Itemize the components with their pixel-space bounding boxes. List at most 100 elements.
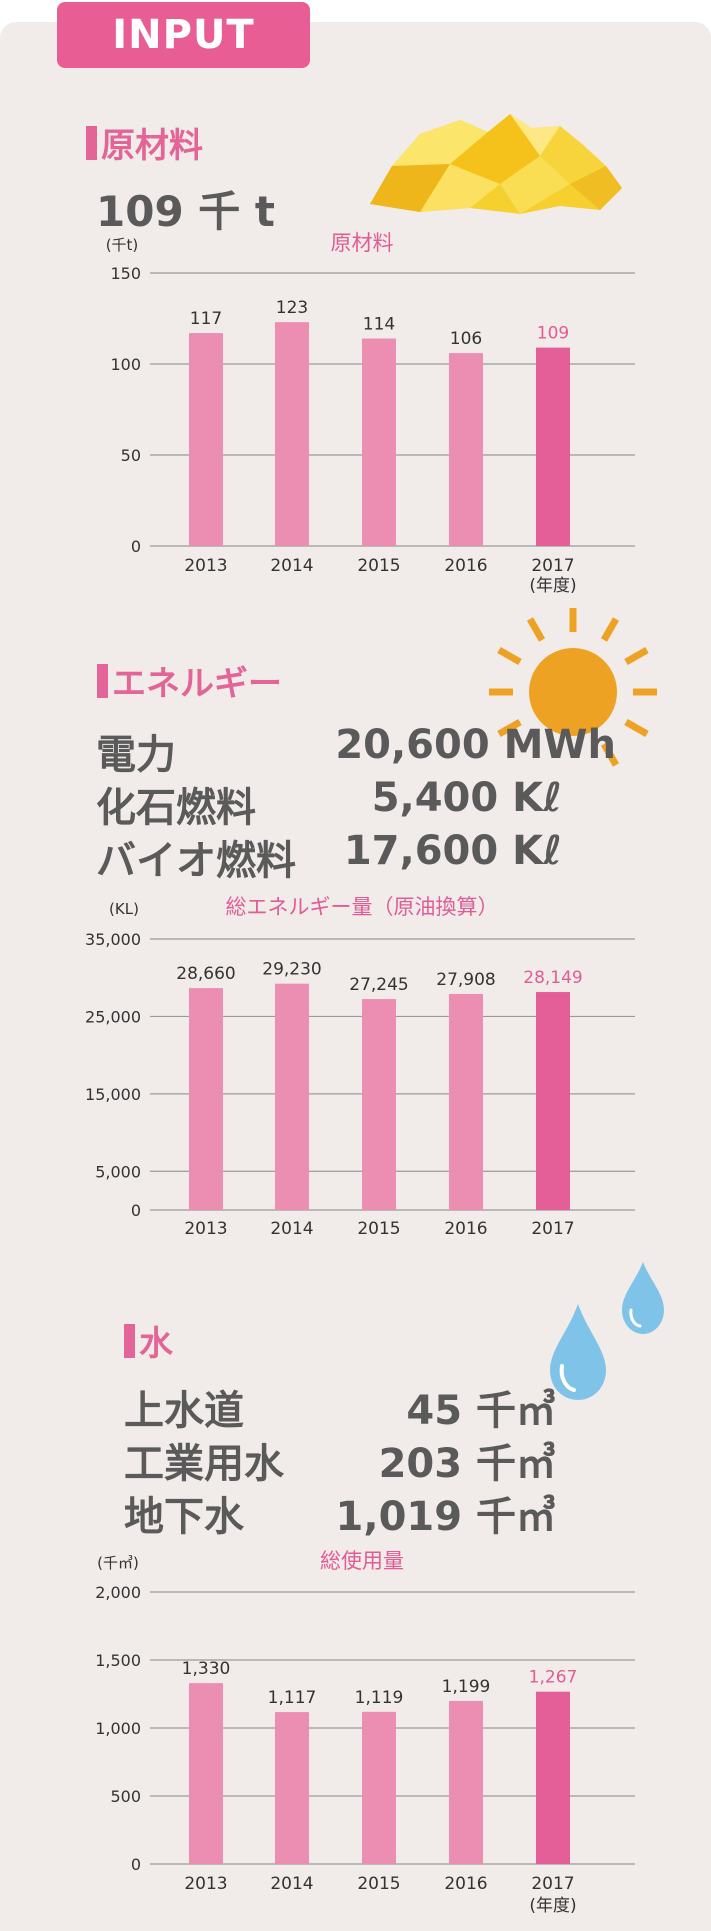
bar-value-label: 27,908 [436, 970, 495, 990]
water-drop-icon [550, 1304, 606, 1400]
bar [536, 347, 570, 546]
bar-value-label: 1,199 [442, 1677, 491, 1697]
water-chart: (千㎥) 総使用量 0 500 1,000 1,500 2,000 1,330 2013 1,11… [95, 1549, 635, 1916]
water-row-label: 地下水 [124, 1494, 244, 1540]
axis-unit-label: (KL) [109, 900, 139, 918]
y-tick-label: 500 [110, 1787, 141, 1806]
raw-material-heading-text: 原材料 [101, 126, 203, 166]
x-tick-label: 2015 [357, 556, 400, 576]
chart-title: 総エネルギー量（原油換算） [226, 895, 499, 919]
x-tick-label: 2015 [357, 1874, 400, 1894]
y-tick-label: 2,000 [95, 1583, 141, 1602]
axis-unit-label: (千㎥) [97, 1554, 139, 1572]
x-tick-label: 2014 [270, 556, 313, 576]
x-tick-label: 2014 [270, 1874, 313, 1894]
bar [449, 353, 483, 546]
x-tick-label: 2014 [270, 1219, 313, 1239]
y-tick-label: 1,000 [95, 1719, 141, 1738]
water-row-value: 45 千㎥ [406, 1388, 556, 1434]
bar-value-label: 117 [190, 309, 222, 329]
y-tick-label: 50 [121, 446, 141, 465]
bar [275, 1712, 309, 1864]
bar [449, 1700, 483, 1864]
heading-marker [86, 125, 97, 160]
x-tick-label: 2013 [184, 1874, 227, 1894]
bar-value-label: 106 [450, 329, 482, 349]
y-tick-label: 0 [131, 1855, 141, 1874]
energy-heading-text: エネルギー [112, 664, 282, 704]
x-tick-label: 2016 [444, 556, 487, 576]
y-tick-label: 0 [131, 1201, 141, 1220]
bar-value-label: 123 [276, 298, 308, 318]
x-tick-label: 2016 [444, 1219, 487, 1239]
bar-value-label: 28,660 [176, 964, 235, 984]
energy-row-label: 化石燃料 [96, 785, 256, 831]
y-tick-label: 35,000 [85, 930, 141, 949]
energy-row-value: 5,400 Kℓ [371, 775, 562, 821]
chart-title: 総使用量 [320, 1549, 404, 1573]
water-row: 工業用水 203 千㎥ [124, 1431, 556, 1487]
water-row: 地下水 1,019 千㎥ [124, 1484, 556, 1540]
heading-marker [97, 663, 108, 698]
bar [362, 338, 396, 546]
sun-icon [489, 608, 657, 767]
energy-heading: エネルギー [97, 656, 282, 705]
bar [189, 333, 223, 546]
bar [449, 993, 483, 1210]
bar [362, 999, 396, 1210]
bar [362, 1711, 396, 1864]
bar [275, 983, 309, 1210]
bar-value-label: 109 [537, 324, 569, 344]
x-tick-label: 2013 [184, 1219, 227, 1239]
bar-value-label: 114 [363, 315, 395, 335]
bar [189, 988, 223, 1210]
bar-value-label: 28,149 [523, 968, 582, 988]
y-tick-label: 5,000 [95, 1162, 141, 1181]
x-axis-note: (年度) [529, 576, 576, 596]
energy-row-value: 20,600 MWh [335, 722, 616, 768]
y-tick-label: 25,000 [85, 1007, 141, 1026]
yellow-crystal-icon [370, 114, 622, 214]
y-tick-label: 100 [110, 355, 141, 374]
energy-row-value: 17,600 Kℓ [343, 828, 562, 874]
raw-material-heading: 原材料 [86, 118, 203, 167]
water-heading: 水 [124, 1316, 173, 1365]
bar-value-label: 1,267 [529, 1668, 578, 1688]
y-tick-label: 0 [131, 537, 141, 556]
axis-unit-label: (千t) [106, 236, 139, 254]
heading-marker [124, 1323, 135, 1358]
raw-material-stat: 109 千 t [96, 187, 275, 236]
bar [275, 322, 309, 546]
water-drop-icon [622, 1262, 664, 1334]
x-tick-label: 2016 [444, 1874, 487, 1894]
energy-row: 化石燃料 5,400 Kℓ [96, 775, 562, 831]
energy-row-label: 電力 [96, 732, 176, 778]
energy-row: バイオ燃料 17,600 Kℓ [96, 828, 562, 884]
x-axis-note: (年度) [529, 1896, 576, 1916]
x-tick-label: 2013 [184, 556, 227, 576]
bar-value-label: 27,245 [349, 975, 408, 995]
y-tick-label: 1,500 [95, 1651, 141, 1670]
bar-value-label: 29,230 [262, 960, 321, 980]
water-row-label: 上水道 [124, 1388, 244, 1434]
x-tick-label: 2017 [531, 1219, 574, 1239]
y-tick-label: 150 [110, 264, 141, 283]
bar-value-label: 1,330 [182, 1659, 231, 1679]
water-row: 上水道 45 千㎥ [124, 1378, 556, 1434]
input-badge: INPUT [57, 2, 310, 68]
x-tick-label: 2015 [357, 1219, 400, 1239]
energy-row-label: バイオ燃料 [96, 838, 296, 884]
water-row-value: 203 千㎥ [378, 1441, 556, 1487]
x-tick-label: 2017 [531, 556, 574, 576]
water-row-label: 工業用水 [124, 1441, 284, 1487]
bar [536, 992, 570, 1210]
chart-title: 原材料 [331, 231, 394, 255]
energy-chart: (KL) 総エネルギー量（原油換算） 0 5,000 15,000 25,000 35,00… [85, 895, 635, 1239]
bar [536, 1691, 570, 1864]
background-panel [0, 22, 711, 1931]
bar-value-label: 1,117 [268, 1688, 317, 1708]
y-tick-label: 15,000 [85, 1085, 141, 1104]
x-tick-label: 2017 [531, 1874, 574, 1894]
water-heading-text: 水 [139, 1324, 173, 1364]
water-row-value: 1,019 千㎥ [335, 1494, 556, 1540]
